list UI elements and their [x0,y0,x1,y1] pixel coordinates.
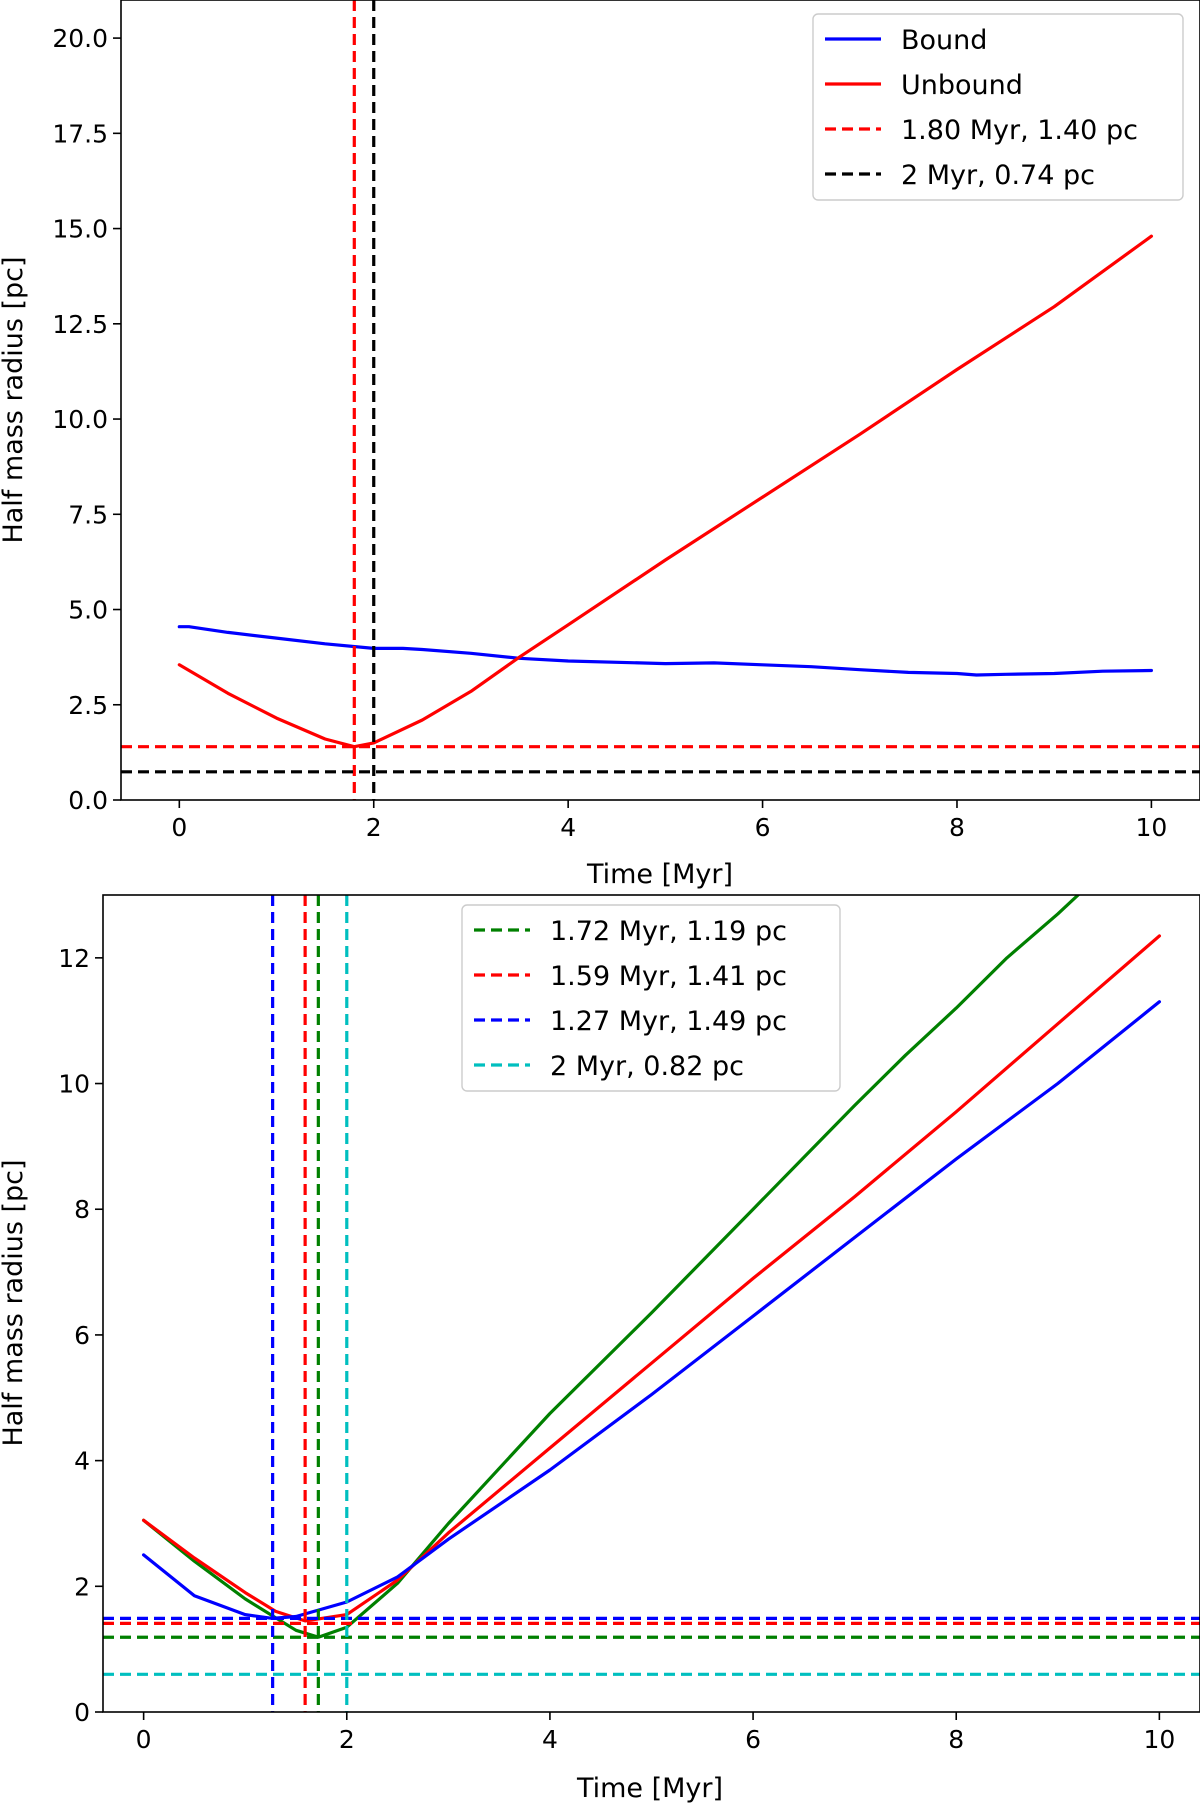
bottom-chart-series-red-run [142,934,1161,1623]
bottom-chart-y-tick-label: 12 [58,944,90,973]
bottom-chart-y-tick-label: 4 [74,1447,90,1476]
top-chart-x-axis-label: Time [Myr] [586,859,733,890]
top-chart-series-bound [177,625,1153,677]
top-chart-x-tick-label: 0 [171,813,187,842]
top-chart-y-tick-label: 2.5 [68,691,108,720]
top-chart-y-tick-label: 15.0 [52,215,108,244]
bottom-chart-series-blue-run [142,1000,1161,1620]
top-chart-frame [120,0,1200,801]
bottom-chart-x-tick-label: 10 [1143,1725,1175,1754]
bottom-chart-legend-label: 1.72 Myr, 1.19 pc [550,916,787,947]
bottom-chart-x-tick-label: 2 [339,1725,355,1754]
bottom-chart-legend-label: 2 Myr, 0.82 pc [550,1051,744,1082]
top-chart-legend-box [812,13,1184,201]
top-chart-legend-label: Unbound [901,70,1023,101]
top-chart-y-tick-label: 5.0 [68,596,108,625]
bottom-chart-y-tick-label: 6 [74,1321,90,1350]
top-chart-y-tick-label: 0.0 [68,786,108,815]
bottom-chart-x-tick-label: 6 [745,1725,761,1754]
bottom-chart-legend: 1.72 Myr, 1.19 pc 1.59 Myr, 1.41 pc 1.27 M… [461,904,841,1092]
top-chart: 0 2 4 6 8 100.02.55.07.510.012.515.017.520.0 … [0,0,1200,890]
top-chart-y-axis-label: Half mass radius [pc] [0,256,29,543]
bottom-chart-y-tick-label: 0 [74,1698,90,1727]
top-chart-y-tick-label: 12.5 [52,310,108,339]
top-chart-x-tick-label: 10 [1135,813,1167,842]
bottom-chart-legend-label: 1.59 Myr, 1.41 pc [550,961,787,992]
top-chart-y-tick-label: 20.0 [52,24,108,53]
bottom-chart-legend-label: 1.27 Myr, 1.49 pc [550,1006,787,1037]
bottom-chart-y-tick-label: 2 [74,1572,90,1601]
bottom-chart-x-tick-label: 0 [136,1725,152,1754]
top-chart-x-tick-label: 4 [560,813,576,842]
top-chart-x-tick-label: 6 [755,813,771,842]
bottom-chart-y-axis-label: Half mass radius [pc] [0,1159,29,1446]
top-chart-y-tick-label: 17.5 [52,119,108,148]
bottom-chart-frame [102,894,1200,1713]
top-chart-legend: Bound Unbound 1.80 Myr, 1.40 pc 2 Myr, 0.74… [812,13,1184,201]
bottom-chart-legend-box [461,904,841,1092]
bottom-chart-x-tick-label: 4 [542,1725,558,1754]
top-chart-y-tick-label: 7.5 [68,500,108,529]
bottom-chart-x-tick-label: 8 [948,1725,964,1754]
top-chart-x-tick-label: 2 [366,813,382,842]
bottom-chart: 0 2 4 6 8 10 0 2 4 6 8 10 12 Time [Myr] Half mass ra… [0,894,1200,1804]
bottom-chart-x-axis-label: Time [Myr] [576,1773,723,1804]
bottom-chart-y-tick-label: 10 [58,1070,90,1099]
top-chart-legend-label: 2 Myr, 0.74 pc [901,160,1095,191]
top-chart-series-unbound [177,234,1153,749]
top-chart-y-tick-label: 10.0 [52,405,108,434]
top-chart-legend-label: 1.80 Myr, 1.40 pc [901,115,1138,146]
bottom-chart-y-tick-label: 8 [74,1195,90,1224]
top-chart-legend-label: Bound [901,25,987,56]
top-chart-x-tick-label: 8 [949,813,965,842]
